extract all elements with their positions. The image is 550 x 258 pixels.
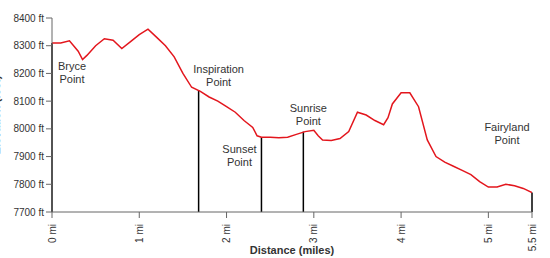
- svg-text:BrycePoint: BrycePoint: [58, 60, 86, 85]
- svg-text:Elevation (feet): Elevation (feet): [0, 75, 2, 154]
- svg-text:5 mi: 5 mi: [483, 224, 494, 243]
- svg-text:4 mi: 4 mi: [396, 224, 407, 243]
- svg-text:SunsetPoint: SunsetPoint: [222, 143, 256, 168]
- svg-text:Distance (miles): Distance (miles): [250, 244, 335, 256]
- svg-text:InspirationPoint: InspirationPoint: [193, 63, 244, 88]
- svg-text:8200 ft: 8200 ft: [13, 68, 44, 79]
- svg-text:5.5 mi: 5.5 mi: [527, 224, 538, 251]
- svg-text:3 mi: 3 mi: [308, 224, 319, 243]
- svg-text:8000 ft: 8000 ft: [13, 123, 44, 134]
- svg-text:8100 ft: 8100 ft: [13, 96, 44, 107]
- svg-text:2 mi: 2 mi: [221, 224, 232, 243]
- svg-text:1 mi: 1 mi: [134, 224, 145, 243]
- svg-text:8400 ft: 8400 ft: [13, 13, 44, 24]
- svg-text:FairylandPoint: FairylandPoint: [484, 121, 529, 146]
- svg-text:7700 ft: 7700 ft: [13, 207, 44, 218]
- svg-text:7800 ft: 7800 ft: [13, 179, 44, 190]
- svg-text:7900 ft: 7900 ft: [13, 151, 44, 162]
- svg-text:0 mi: 0 mi: [47, 224, 58, 243]
- svg-text:8300 ft: 8300 ft: [13, 40, 44, 51]
- svg-text:SunrisePoint: SunrisePoint: [290, 102, 327, 127]
